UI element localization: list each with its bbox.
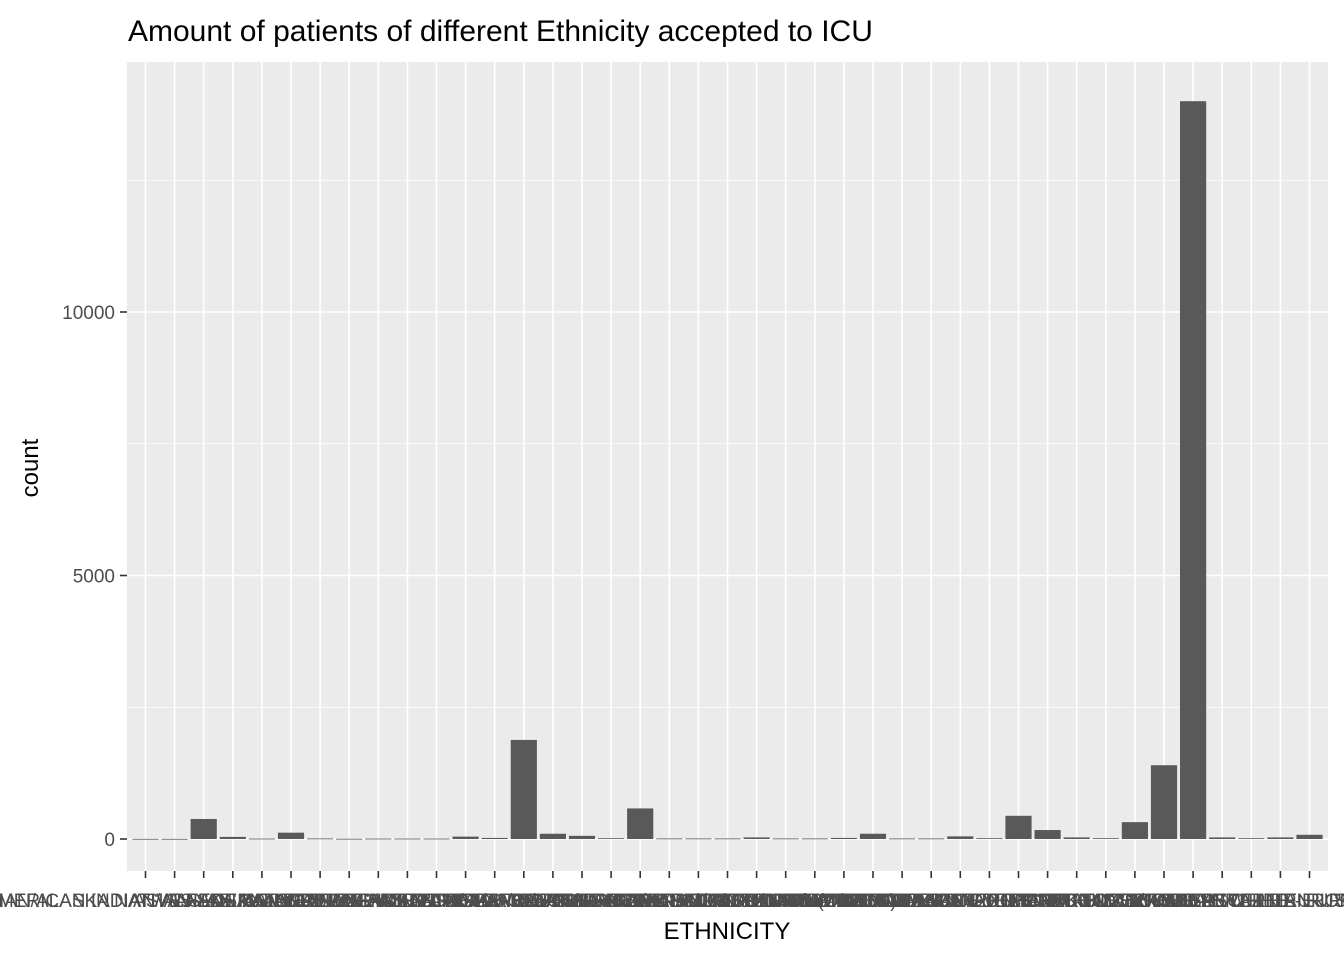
x-tick-label: NATIVE HAWAIIAN OR OTHER PACIFIC ISLANDE… <box>765 891 1215 912</box>
y-tick-label: 5000 <box>73 567 115 588</box>
x-tick-label: PATIENT DECLINED TO ANSWER <box>899 891 1196 912</box>
major-gridlines <box>127 62 1328 871</box>
x-tick-label: BLACK/CAPE VERDEAN <box>445 891 661 912</box>
bar <box>365 838 392 840</box>
bar <box>801 838 828 840</box>
bar <box>1121 822 1148 839</box>
x-tick-label: ASIAN - ASIAN INDIAN <box>133 891 333 912</box>
x-tick-label: BLACK/AFRICAN <box>419 891 570 912</box>
bar <box>394 838 421 840</box>
bar <box>510 739 537 839</box>
bar <box>656 838 683 840</box>
bar <box>1296 834 1323 839</box>
x-tick-label: WHITE - BRAZILIAN <box>1134 891 1310 912</box>
bar <box>714 838 741 840</box>
y-axis: 0 5000 10000 <box>62 303 127 851</box>
x-tick-label: MULTI RACE ETHNICITY <box>851 891 1071 912</box>
x-tick-label: HISPANIC/LATINO - GUATEMALAN <box>632 891 939 912</box>
bar <box>830 837 857 839</box>
x-axis: AMERICAN INDIAN/ALASKA NATIVEAMERICAN IN… <box>0 871 1344 912</box>
x-tick-label: WHITE - OTHER EUROPEAN <box>1152 891 1344 912</box>
bar <box>452 836 479 839</box>
y-tick-label: 0 <box>104 830 115 851</box>
bar <box>307 838 334 840</box>
x-tick-label: ASIAN - KOREAN <box>301 891 455 912</box>
x-tick-label: AMERICAN INDIAN/ALASKA NATIVE FEDERALLY … <box>0 891 489 912</box>
x-tick-label: ASIAN - THAI <box>378 891 495 912</box>
x-tick-label: ASIAN - CHINESE <box>212 891 370 912</box>
bar <box>627 808 654 839</box>
x-tick-label: UNABLE TO OBTAIN <box>1044 891 1226 912</box>
bar <box>568 835 596 839</box>
x-tick-label: ASIAN - JAPANESE <box>263 891 435 912</box>
bar <box>336 838 363 840</box>
bar <box>1209 837 1236 839</box>
bar <box>859 833 887 839</box>
bar <box>1063 837 1090 839</box>
bar <box>1034 830 1061 839</box>
x-tick-label: UNKNOWN/NOT SPECIFIED <box>1039 891 1290 912</box>
bar <box>598 838 625 840</box>
bars <box>132 101 1323 840</box>
bar <box>1267 837 1294 839</box>
bar <box>1092 838 1119 840</box>
x-tick-label: SOUTH AMERICAN <box>1020 891 1191 912</box>
x-tick-label: CARIBBEAN ISLAND <box>519 891 703 912</box>
x-tick-label: HISPANIC/LATINO - DOMINICAN <box>613 891 899 912</box>
bar <box>743 837 770 839</box>
x-tick-label: HISPANIC/LATINO - COLOMBIAN <box>553 891 845 912</box>
x-tick-label: ASIAN - FILIPINO <box>244 891 397 912</box>
bar <box>423 838 450 840</box>
x-tick-label: MIDDLE EASTERN <box>848 891 1015 912</box>
chart-title: Amount of patients of different Ethnicit… <box>128 15 873 48</box>
bar <box>1180 101 1207 839</box>
x-tick-label: HISPANIC/LATINO - HONDURAN <box>671 891 959 912</box>
bar <box>277 832 305 839</box>
x-tick-label: HISPANIC/LATINO - PUERTO RICAN <box>713 891 1034 912</box>
y-tick-label: 10000 <box>62 303 115 324</box>
x-tick-label: ASIAN <box>175 891 232 912</box>
bar <box>539 833 566 839</box>
x-tick-label: ASIAN - OTHER <box>337 891 477 912</box>
bar <box>481 837 508 839</box>
x-tick-label: PORTUGUESE <box>1010 891 1143 912</box>
y-axis-title: count <box>17 438 44 497</box>
x-tick-label: WHITE - EASTERN EUROPEAN <box>1111 891 1344 912</box>
bar <box>190 818 217 839</box>
x-tick-label: HISPANIC OR LATINO <box>543 891 738 912</box>
x-tick-label: BLACK/HAITIAN <box>511 891 654 912</box>
bar <box>772 838 799 840</box>
bar <box>1005 815 1032 839</box>
x-tick-label: WHITE <box>1162 891 1223 912</box>
bar <box>219 836 246 839</box>
x-tick-label: WHITE - RUSSIAN <box>1228 891 1344 912</box>
bar <box>947 836 974 839</box>
bar <box>685 838 712 840</box>
bar <box>918 838 945 840</box>
bar <box>248 838 275 840</box>
x-tick-label: OTHER <box>985 891 1052 912</box>
bar <box>976 838 1003 840</box>
x-tick-label: HISPANIC/LATINO - MEXICAN <box>712 891 976 912</box>
x-tick-label: HISPANIC/LATINO - CENTRAL AMERICAN (OTHE… <box>442 891 897 912</box>
x-tick-label: ASIAN - CAMBODIAN <box>167 891 356 912</box>
x-tick-label: HISPANIC/LATINO - SALVADORAN <box>750 891 1055 912</box>
bar <box>889 838 916 840</box>
x-axis-title: ETHNICITY <box>664 918 791 945</box>
bar <box>1238 838 1265 840</box>
x-tick-label: ASIAN - VIETNAMESE <box>367 891 563 912</box>
bar <box>1150 765 1178 839</box>
x-tick-label: AMERICAN INDIAN/ALASKA NATIVE <box>0 891 306 912</box>
x-tick-label: HISPANIC/LATINO - CUBAN <box>605 891 849 912</box>
bar <box>132 838 159 840</box>
x-tick-label: BLACK/AFRICAN AMERICAN <box>396 891 652 912</box>
bar <box>161 838 188 840</box>
